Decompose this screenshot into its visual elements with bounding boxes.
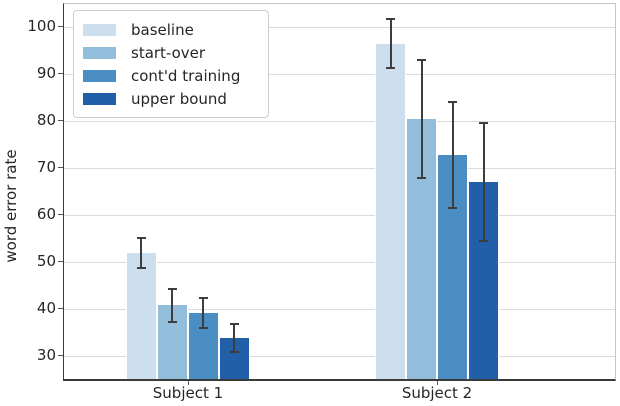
y-tick-mark-40 bbox=[58, 307, 63, 309]
error-cap-bottom-upper-bound-subject-2 bbox=[479, 240, 489, 243]
gridline-90 bbox=[64, 74, 615, 76]
y-tick-label-50: 50 bbox=[36, 251, 56, 270]
y-tick-mark-70 bbox=[58, 167, 63, 169]
legend-item-baseline: baseline bbox=[83, 18, 259, 41]
error-cap-bottom-start-over-subject-2 bbox=[417, 177, 427, 180]
y-tick-label-40: 40 bbox=[36, 298, 56, 317]
gridline-80 bbox=[64, 121, 615, 123]
gridline-60 bbox=[64, 214, 615, 216]
legend-label-start-over: start-over bbox=[131, 43, 206, 62]
gridline-30 bbox=[64, 355, 615, 357]
x-tick-label-subject-2: Subject 2 bbox=[401, 384, 473, 402]
error-cap-bottom-start-over-subject-1 bbox=[167, 320, 177, 323]
y-tick-label-70: 70 bbox=[36, 158, 56, 177]
legend-label-cont-d-training: cont'd training bbox=[131, 66, 241, 85]
error-cap-bottom-baseline-subject-1 bbox=[136, 267, 146, 270]
bar-baseline-subject-2 bbox=[375, 43, 407, 379]
error-bar-baseline-subject-2 bbox=[389, 19, 392, 69]
gridline-50 bbox=[64, 261, 615, 263]
legend-item-start-over: start-over bbox=[83, 41, 259, 64]
x-tick-mark-subject-2 bbox=[437, 381, 439, 385]
error-bar-cont-d-training-subject-2 bbox=[451, 101, 454, 208]
legend-label-baseline: baseline bbox=[131, 20, 194, 39]
y-tick-label-30: 30 bbox=[36, 345, 56, 364]
legend-swatch-baseline bbox=[83, 23, 116, 36]
error-cap-bottom-upper-bound-subject-1 bbox=[229, 350, 239, 353]
gridline-100 bbox=[64, 27, 615, 29]
y-tick-mark-80 bbox=[58, 120, 63, 122]
error-cap-top-cont-d-training-subject-1 bbox=[198, 296, 208, 299]
error-cap-top-cont-d-training-subject-2 bbox=[448, 100, 458, 103]
legend-swatch-start-over bbox=[83, 46, 116, 59]
y-tick-label-80: 80 bbox=[36, 111, 56, 130]
error-bar-start-over-subject-1 bbox=[171, 289, 174, 322]
legend: baseline start-over cont'd training upper b… bbox=[73, 10, 269, 118]
error-cap-bottom-cont-d-training-subject-2 bbox=[448, 206, 458, 209]
error-bar-cont-d-training-subject-1 bbox=[202, 297, 205, 328]
error-cap-top-upper-bound-subject-2 bbox=[479, 122, 489, 125]
legend-item-upper-bound: upper bound bbox=[83, 87, 259, 110]
gridline-40 bbox=[64, 308, 615, 310]
error-cap-top-baseline-subject-1 bbox=[136, 237, 146, 240]
error-cap-top-baseline-subject-2 bbox=[386, 18, 396, 21]
y-tick-mark-100 bbox=[58, 26, 63, 28]
error-cap-top-start-over-subject-1 bbox=[167, 288, 177, 290]
error-cap-top-start-over-subject-2 bbox=[417, 59, 427, 62]
gridline-70 bbox=[64, 168, 615, 170]
y-tick-mark-30 bbox=[58, 354, 63, 356]
bar-upper-bound-subject-1 bbox=[218, 337, 250, 379]
bar-baseline-subject-1 bbox=[125, 253, 157, 379]
x-tick-mark-subject-1 bbox=[187, 381, 189, 385]
x-tick-label-subject-1: Subject 1 bbox=[152, 384, 224, 402]
error-cap-bottom-baseline-subject-2 bbox=[386, 67, 396, 70]
y-tick-mark-50 bbox=[58, 260, 63, 262]
error-cap-bottom-cont-d-training-subject-1 bbox=[198, 326, 208, 329]
plot-area bbox=[63, 3, 616, 381]
y-tick-label-100: 100 bbox=[27, 17, 56, 36]
error-cap-top-upper-bound-subject-1 bbox=[229, 322, 239, 325]
legend-swatch-cont-d-training bbox=[83, 69, 116, 82]
y-tick-label-90: 90 bbox=[36, 64, 56, 83]
error-bar-upper-bound-subject-1 bbox=[233, 323, 236, 352]
legend-swatch-upper-bound bbox=[83, 92, 116, 105]
error-bar-start-over-subject-2 bbox=[420, 60, 423, 179]
error-bar-baseline-subject-1 bbox=[140, 238, 143, 269]
error-bar-upper-bound-subject-2 bbox=[482, 123, 485, 242]
legend-label-upper-bound: upper bound bbox=[131, 89, 227, 108]
y-tick-label-60: 60 bbox=[36, 204, 56, 223]
legend-item-cont-d-training: cont'd training bbox=[83, 64, 259, 87]
y-tick-mark-60 bbox=[58, 213, 63, 215]
y-tick-mark-90 bbox=[58, 73, 63, 75]
